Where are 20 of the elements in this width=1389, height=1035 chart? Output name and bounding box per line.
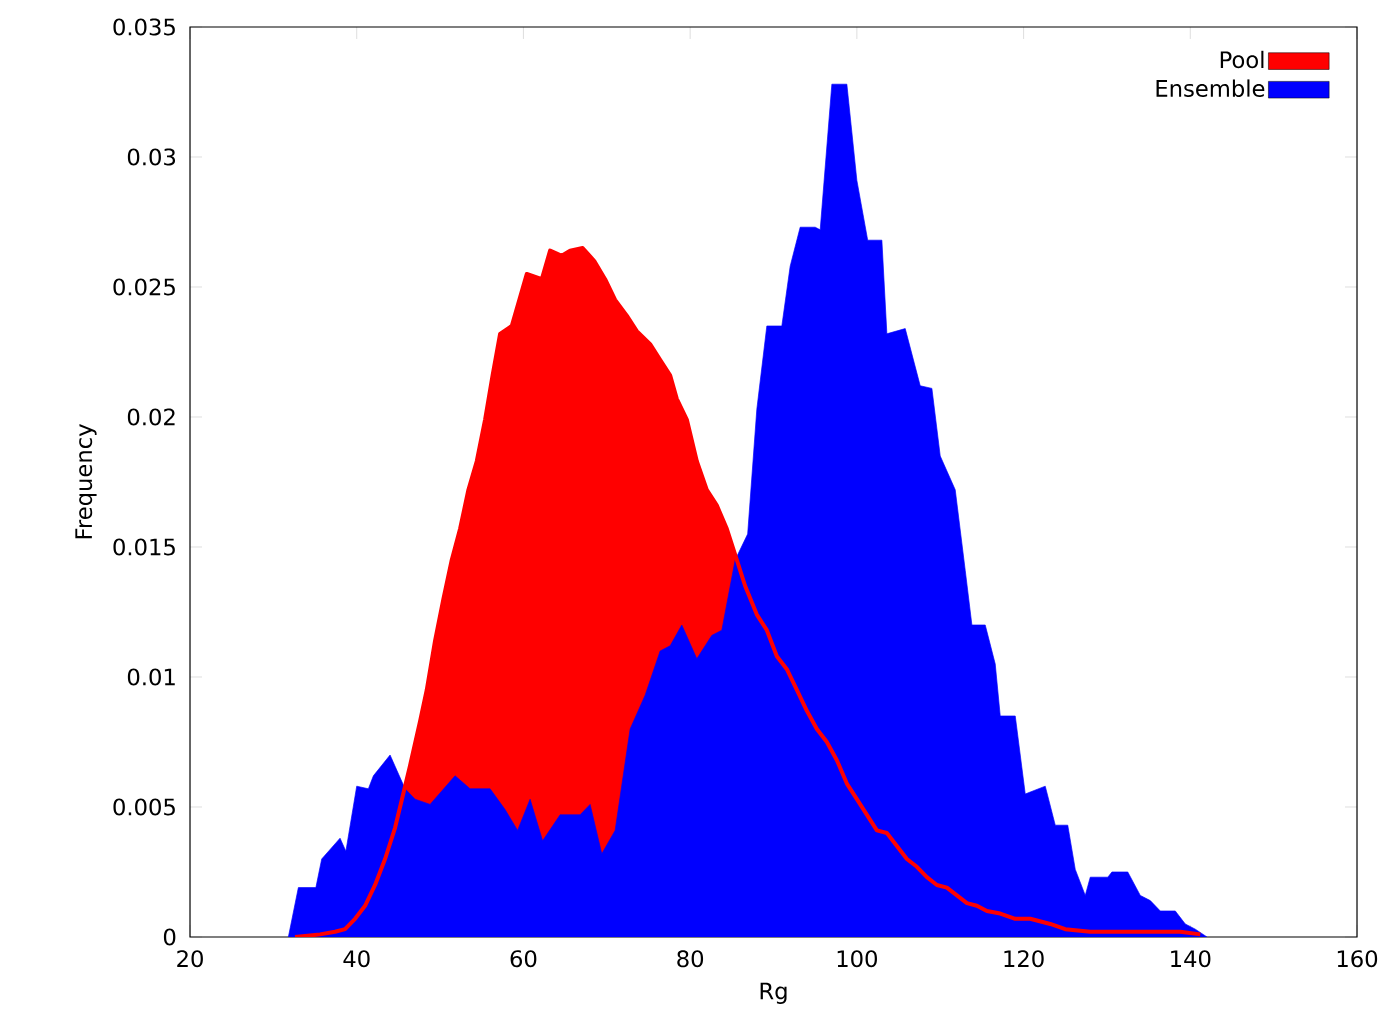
y-tick-label: 0.025	[113, 278, 175, 296]
x-tick-label: 20	[177, 950, 203, 968]
x-tick-label: 60	[510, 950, 537, 968]
y-tick-label: 0	[163, 928, 176, 946]
y-tick-label: 0.005	[113, 798, 175, 816]
y-tick-label: 0.035	[113, 18, 175, 36]
y-tick-label: 0.01	[127, 668, 175, 686]
x-tick-label: 100	[837, 950, 877, 968]
x-tick-label: 80	[677, 950, 704, 968]
y-axis-title: Frequency	[75, 424, 97, 539]
y-tick-label: 0.03	[127, 148, 176, 166]
legend-label: Pool	[1220, 50, 1264, 69]
x-tick-label: 120	[1004, 950, 1044, 968]
y-tick-label: 0.015	[113, 538, 175, 556]
legend-label: Ensemble	[1156, 79, 1265, 97]
y-tick-label: 0.02	[127, 408, 175, 426]
x-axis-title: Rg	[760, 982, 787, 1004]
x-tick-label: 140	[1171, 950, 1211, 968]
x-tick-label: 160	[1337, 950, 1378, 968]
x-tick-label: 40	[343, 950, 370, 968]
